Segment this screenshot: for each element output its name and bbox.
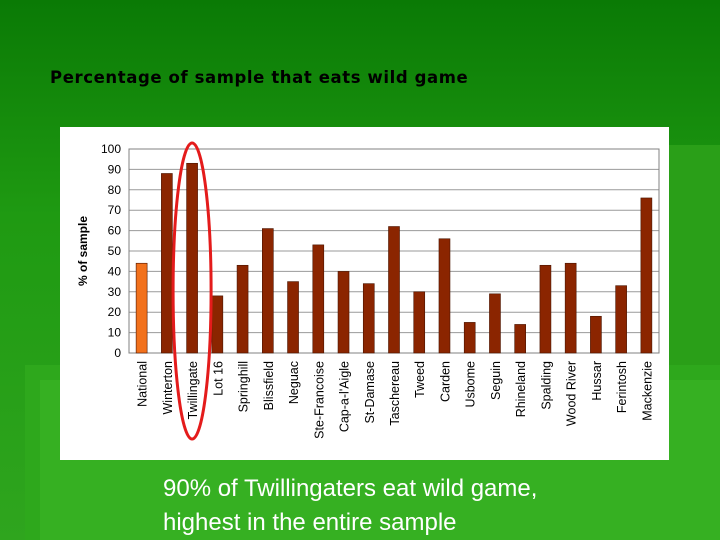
x-tick-label: St-Damase [363, 361, 377, 424]
bar [135, 262, 148, 354]
x-tick-label: Springhill [237, 361, 251, 412]
bar [211, 295, 224, 354]
x-tick-label: Rhineland [514, 361, 528, 417]
y-tick-label: 60 [108, 224, 122, 238]
x-tick-label: Mackenzie [640, 361, 654, 421]
y-tick-label: 10 [108, 326, 122, 340]
y-tick-label: 90 [108, 162, 122, 176]
bar [236, 264, 249, 354]
bar [362, 283, 375, 354]
chart-panel: 0 10 20 30 40 50 60 70 80 90 100 % of sample Nationa… [60, 127, 669, 460]
bar [640, 197, 653, 354]
y-tick-label: 20 [108, 305, 122, 319]
x-tick-label: Cap-a-l'Aigle [338, 361, 352, 432]
bar [413, 291, 426, 354]
x-tick-label: Wood River [565, 361, 579, 426]
bar [463, 322, 476, 354]
x-tick-label: Lot 16 [211, 361, 225, 396]
x-tick-label: Usbome [464, 361, 478, 408]
caption-line-2: highest in the entire sample [163, 509, 457, 536]
x-tick-label: Spalding [539, 361, 553, 410]
y-tick-label: 50 [108, 244, 122, 258]
highlight-circle [171, 141, 213, 441]
x-tick-label: Tweed [413, 361, 427, 398]
x-tick-label: Blissfield [262, 361, 276, 410]
x-tick-label: Twillingate [186, 361, 200, 419]
bar [615, 285, 627, 354]
y-tick-label: 40 [108, 264, 122, 278]
x-tick-label: Carden [438, 361, 452, 402]
bar [539, 264, 552, 354]
y-axis-title: % of sample [76, 216, 90, 286]
y-tick-label: 70 [108, 203, 122, 217]
y-tick-label: 80 [108, 183, 122, 197]
bar-chart: 0 10 20 30 40 50 60 70 80 90 100 % of sample Nationa… [76, 141, 660, 441]
bar [590, 315, 602, 354]
bar [161, 173, 173, 354]
bar [262, 228, 274, 354]
y-tick-label: 0 [114, 346, 121, 360]
bar [489, 293, 501, 354]
bar [388, 226, 400, 354]
bar [287, 281, 299, 354]
bar [514, 324, 526, 354]
caption-line-1: 90% of Twillingaters eat wild game, [163, 475, 538, 502]
x-tick-label: Ferintosh [615, 361, 629, 413]
x-tick-label: Ste-Francoise [312, 361, 326, 439]
bar [438, 238, 451, 354]
y-tick-label: 100 [101, 142, 121, 156]
x-tick-label: Hussar [590, 361, 604, 401]
slide-title: Percentage of sample that eats wild game [50, 68, 469, 87]
x-tick-label: Winterton [161, 361, 175, 415]
x-tick-label: Neguac [287, 361, 301, 404]
bar [337, 271, 350, 354]
bar [186, 162, 198, 354]
x-tick-label: Taschereau [388, 361, 402, 426]
bar [564, 262, 577, 354]
y-tick-label: 30 [108, 285, 122, 299]
x-tick-label: National [136, 361, 150, 407]
slide-caption: 90% of Twillingaters eat wild game, high… [163, 472, 703, 540]
x-tick-label: Seguin [489, 361, 503, 400]
bar [312, 244, 325, 354]
